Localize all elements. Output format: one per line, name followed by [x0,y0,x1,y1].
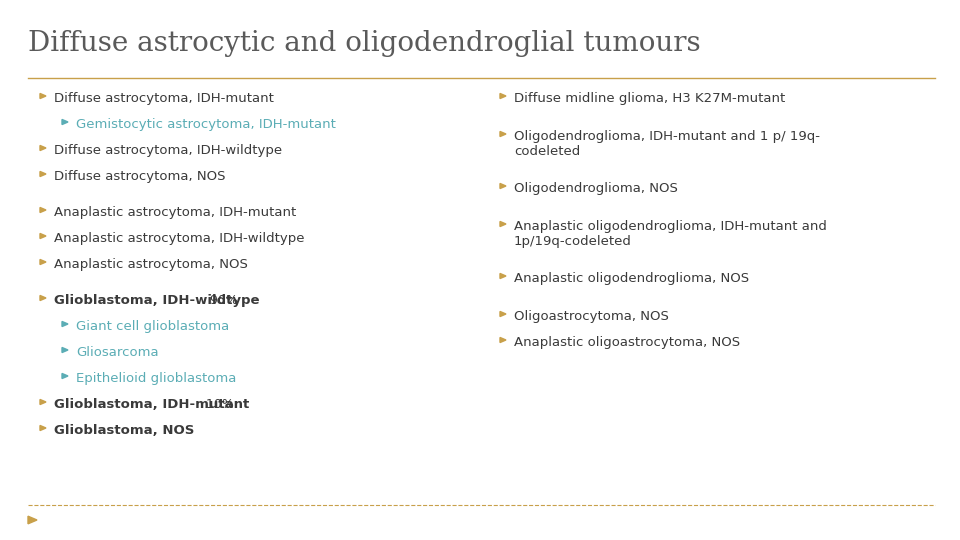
Polygon shape [40,207,46,213]
Text: 90%: 90% [206,294,238,307]
Polygon shape [40,172,46,177]
Polygon shape [62,374,68,379]
Text: Epithelioid glioblastoma: Epithelioid glioblastoma [76,372,236,385]
Text: Anaplastic astrocytoma, IDH-wildtype: Anaplastic astrocytoma, IDH-wildtype [54,232,304,245]
Polygon shape [40,145,46,151]
Text: Anaplastic astrocytoma, IDH-mutant: Anaplastic astrocytoma, IDH-mutant [54,206,297,219]
Polygon shape [500,338,506,342]
Text: Glioblastoma, IDH-mutant: Glioblastoma, IDH-mutant [54,398,250,411]
Polygon shape [62,347,68,353]
Text: Anaplastic oligodendroglioma, NOS: Anaplastic oligodendroglioma, NOS [514,272,749,285]
Text: Anaplastic oligoastrocytoma, NOS: Anaplastic oligoastrocytoma, NOS [514,336,740,349]
Polygon shape [500,131,506,137]
Text: Giant cell glioblastoma: Giant cell glioblastoma [76,320,229,333]
Polygon shape [62,119,68,125]
Text: Diffuse astrocytoma, NOS: Diffuse astrocytoma, NOS [54,170,226,183]
Text: Gemistocytic astrocytoma, IDH-mutant: Gemistocytic astrocytoma, IDH-mutant [76,118,336,131]
Polygon shape [500,184,506,188]
Polygon shape [500,93,506,98]
Text: Diffuse astrocytoma, IDH-mutant: Diffuse astrocytoma, IDH-mutant [54,92,274,105]
Polygon shape [40,426,46,430]
Polygon shape [40,400,46,404]
Text: Anaplastic oligodendroglioma, IDH-mutant and
1p/19q-codeleted: Anaplastic oligodendroglioma, IDH-mutant… [514,220,827,248]
Polygon shape [500,312,506,316]
Text: Oligodendroglioma, IDH-mutant and 1 p/ 19q-
codeleted: Oligodendroglioma, IDH-mutant and 1 p/ 1… [514,130,820,158]
Polygon shape [40,259,46,265]
Text: Diffuse astrocytic and oligodendroglial tumours: Diffuse astrocytic and oligodendroglial … [28,30,701,57]
Polygon shape [40,233,46,239]
Polygon shape [500,273,506,279]
Text: 10%: 10% [194,398,234,411]
Text: Anaplastic astrocytoma, NOS: Anaplastic astrocytoma, NOS [54,258,248,271]
Polygon shape [40,93,46,98]
Polygon shape [28,516,37,524]
Polygon shape [40,295,46,301]
Text: Oligoastrocytoma, NOS: Oligoastrocytoma, NOS [514,310,669,323]
Text: Gliosarcoma: Gliosarcoma [76,346,158,359]
Text: Oligodendroglioma, NOS: Oligodendroglioma, NOS [514,182,678,195]
Polygon shape [62,321,68,327]
Text: Glioblastoma, NOS: Glioblastoma, NOS [54,424,194,437]
Text: Diffuse astrocytoma, IDH-wildtype: Diffuse astrocytoma, IDH-wildtype [54,144,282,157]
Text: Diffuse midline glioma, H3 K27M-mutant: Diffuse midline glioma, H3 K27M-mutant [514,92,785,105]
Polygon shape [500,221,506,227]
Text: Glioblastoma, IDH-wildtype: Glioblastoma, IDH-wildtype [54,294,259,307]
